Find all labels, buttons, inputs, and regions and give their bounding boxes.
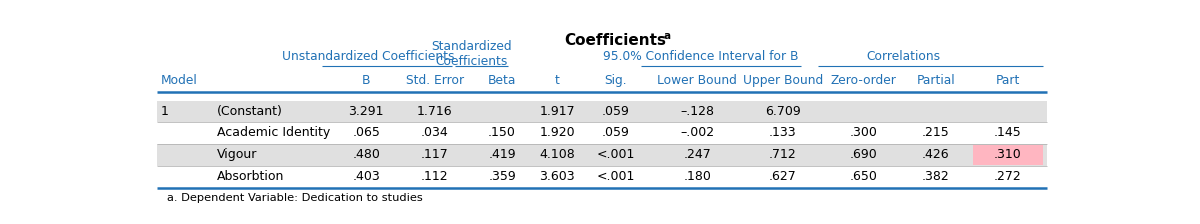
Text: Academic Identity: Academic Identity (217, 127, 330, 140)
Text: a. Dependent Variable: Dedication to studies: a. Dependent Variable: Dedication to stu… (167, 193, 422, 203)
Text: Model: Model (161, 74, 198, 87)
Text: Unstandardized Coefficients: Unstandardized Coefficients (282, 50, 455, 63)
Text: .059: .059 (601, 127, 630, 140)
Text: 3.291: 3.291 (348, 105, 384, 118)
Text: .215: .215 (922, 127, 949, 140)
Text: 3.603: 3.603 (540, 170, 575, 183)
Text: <.001: <.001 (596, 148, 635, 161)
Text: .180: .180 (683, 170, 712, 183)
Text: .403: .403 (353, 170, 380, 183)
Text: Std. Error: Std. Error (406, 74, 463, 87)
Text: .034: .034 (421, 127, 449, 140)
Text: Sig.: Sig. (604, 74, 626, 87)
Text: .059: .059 (601, 105, 630, 118)
Bar (157, 144, 1048, 166)
Text: .650: .650 (850, 170, 877, 183)
Text: Vigour: Vigour (217, 148, 257, 161)
Text: .065: .065 (353, 127, 380, 140)
Text: –.002: –.002 (680, 127, 714, 140)
Text: (Constant): (Constant) (217, 105, 283, 118)
Text: –.128: –.128 (680, 105, 714, 118)
Text: Coefficients: Coefficients (564, 33, 666, 48)
Text: .382: .382 (922, 170, 949, 183)
Text: Part: Part (996, 74, 1020, 87)
Text: .690: .690 (850, 148, 877, 161)
Text: 1: 1 (161, 105, 169, 118)
Text: .133: .133 (769, 127, 797, 140)
Text: .426: .426 (922, 148, 949, 161)
Text: Lower Bound: Lower Bound (658, 74, 737, 87)
Text: .300: .300 (850, 127, 877, 140)
Text: .712: .712 (769, 148, 797, 161)
Bar (157, 101, 1048, 122)
Text: .310: .310 (994, 148, 1022, 161)
Text: Correlations: Correlations (866, 50, 941, 63)
Text: .480: .480 (353, 148, 380, 161)
Text: .359: .359 (488, 170, 516, 183)
Text: .419: .419 (488, 148, 516, 161)
Text: Zero-order: Zero-order (830, 74, 896, 87)
Text: 1.716: 1.716 (416, 105, 452, 118)
Text: .627: .627 (769, 170, 797, 183)
Text: 4.108: 4.108 (540, 148, 575, 161)
Text: Partial: Partial (917, 74, 955, 87)
Text: 1.920: 1.920 (540, 127, 575, 140)
Text: t: t (554, 74, 559, 87)
Text: a: a (664, 31, 671, 41)
Text: Upper Bound: Upper Bound (743, 74, 823, 87)
Text: .150: .150 (488, 127, 516, 140)
Text: <.001: <.001 (596, 170, 635, 183)
Text: 1.917: 1.917 (540, 105, 575, 118)
Text: 6.709: 6.709 (764, 105, 800, 118)
Text: Absorbtion: Absorbtion (217, 170, 284, 183)
Text: B: B (362, 74, 371, 87)
Text: .272: .272 (994, 170, 1022, 183)
Text: Standardized
Coefficients: Standardized Coefficients (432, 41, 512, 69)
Bar (973, 145, 1043, 165)
Text: .117: .117 (421, 148, 449, 161)
Text: .145: .145 (994, 127, 1022, 140)
Bar (157, 166, 1048, 188)
Bar (157, 122, 1048, 144)
Text: .247: .247 (684, 148, 712, 161)
Text: 95.0% Confidence Interval for B: 95.0% Confidence Interval for B (602, 50, 798, 63)
Text: Beta: Beta (488, 74, 516, 87)
Text: .112: .112 (421, 170, 449, 183)
